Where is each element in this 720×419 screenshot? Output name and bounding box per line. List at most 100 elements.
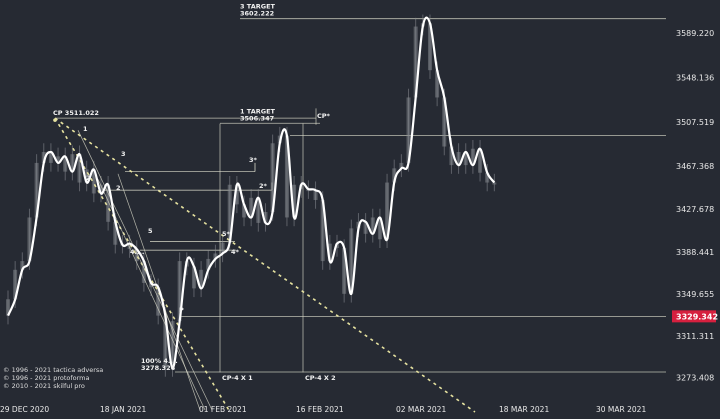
wave-4-label: 4.... [130, 248, 144, 256]
candle-body [449, 146, 454, 166]
candle-body [149, 282, 154, 288]
trend-lines [54, 117, 476, 413]
candle-body [435, 70, 440, 98]
candle-body [320, 200, 325, 262]
wave-2star-label: 2* [259, 182, 268, 190]
candle-body [134, 249, 139, 262]
horizontal-level-lines [55, 18, 666, 373]
price-line-series [6, 16, 496, 370]
candle-body [63, 156, 68, 172]
cp4x1-label: CP-4 X 1 [222, 374, 253, 382]
y-tick-label: 3589.220 [676, 29, 714, 38]
wave-4star-label: 4* [231, 248, 240, 256]
wave-5-label: 5 [148, 227, 153, 235]
candle-body [263, 212, 268, 223]
y-axis: 3589.220 3548.136 3507.519 3467.368 3427.678… [672, 29, 718, 382]
wave-1-label: 1 [83, 125, 88, 133]
x-tick-label: 18 MAR 2021 [499, 405, 549, 414]
target1-label: 1 TARGET [240, 107, 276, 115]
candle-body [406, 97, 411, 163]
candle-body [113, 221, 118, 245]
target3-label: 3 TARGET [240, 3, 276, 11]
target1-value: 3506.347 [240, 114, 274, 122]
x-tick-label: 30 MAR 2021 [596, 405, 646, 414]
cp-star-label: CP* [317, 112, 331, 120]
candle-body [48, 152, 53, 163]
candle-body [349, 228, 354, 294]
candle-body [177, 261, 182, 322]
wave-2b-label: 2 [116, 184, 121, 192]
candle-body [91, 169, 96, 194]
candle-body [377, 217, 382, 240]
candle-body [213, 253, 218, 259]
candle-body [106, 184, 111, 222]
candle-body [156, 287, 161, 316]
candle-body [34, 162, 39, 218]
candle-body [463, 152, 468, 166]
wave-p-label: P [179, 306, 184, 314]
candle-body [392, 168, 397, 183]
x-tick-label: 16 FEB 2021 [296, 405, 344, 414]
copyright-line: © 2010 - 2021 skilful pro [3, 382, 85, 390]
candle-body [478, 148, 483, 173]
y-tick-label: 3548.136 [676, 74, 714, 83]
cp-label: CP 3511.022 [53, 109, 99, 117]
candle-body [427, 23, 432, 71]
candle-body [313, 190, 318, 200]
wave-5star-label: 5* [222, 230, 231, 238]
candle-body [227, 184, 232, 243]
candle-body [98, 184, 103, 194]
x-tick-label: 18 JAN 2021 [100, 405, 146, 414]
y-tick-label: 3507.519 [676, 118, 714, 127]
candle-body [242, 204, 247, 218]
candle-body [292, 184, 297, 218]
candle-body [327, 243, 332, 262]
cp-origin-dot [53, 118, 57, 122]
candle-body [206, 258, 211, 270]
candle-body [284, 135, 289, 218]
candle-body [363, 221, 368, 234]
candle-body [234, 184, 239, 205]
y-tick-label: 3273.408 [676, 373, 714, 382]
candle-body [485, 172, 490, 183]
candle-body [270, 143, 275, 212]
candle-body [170, 321, 175, 368]
cp4x2-label: CP-4 X 2 [305, 374, 336, 382]
candle-body [77, 154, 82, 183]
x-tick-label: 01 FEB 2021 [199, 405, 247, 414]
dashed-trendline-shallow [54, 117, 476, 413]
candle-body [456, 152, 461, 166]
candle-body [370, 217, 375, 234]
candle-body [84, 169, 89, 183]
thin-trendline-a [77, 130, 213, 411]
x-tick-label: 29 DEC 2020 [0, 405, 49, 414]
candle-body [470, 148, 475, 166]
copyright-line: © 1996 - 2021 tactica adversa [3, 366, 103, 374]
candle-body [13, 269, 18, 300]
candle-body [20, 261, 25, 270]
candle-body [399, 162, 404, 169]
wave-3star-label: 3* [249, 156, 258, 164]
thin-trendline-b [97, 179, 206, 411]
wave-3-label: 3 [121, 150, 126, 158]
y-tick-label: 3388.441 [676, 248, 714, 257]
low-value-label: 3278.326 [141, 364, 176, 372]
candle-body [342, 248, 347, 294]
candle-body [163, 315, 168, 368]
current-price-badge [672, 310, 716, 323]
candle-body [191, 266, 196, 289]
target3-value: 3602.222 [240, 10, 274, 18]
wave-2-label: 2 [86, 174, 91, 182]
candle-body [70, 154, 75, 172]
copyright-line: © 1996 - 2021 protoforma [3, 374, 90, 382]
low-percent-label: 100% 4.... [141, 357, 178, 365]
candle-body [492, 182, 497, 185]
y-tick-label: 3467.368 [676, 162, 714, 171]
candle-body [6, 299, 10, 316]
current-price-label: 3329.342 [676, 312, 718, 321]
x-tick-label: 02 MAR 2021 [396, 405, 446, 414]
